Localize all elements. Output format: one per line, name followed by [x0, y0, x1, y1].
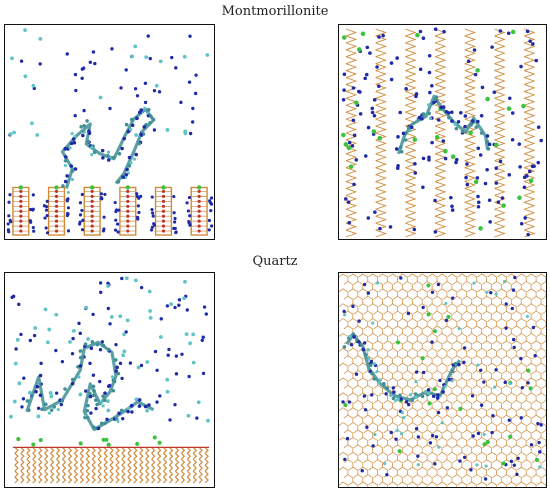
montmorillonite-side-view-panel — [4, 24, 215, 240]
quartz-top-view-image — [339, 273, 546, 487]
quartz-side-view-image — [9, 276, 210, 484]
quartz-side-view-panel — [4, 272, 215, 488]
montmorillonite-top-view-image — [341, 27, 543, 238]
montmorillonite-side-view-image — [6, 28, 214, 236]
quartz-top-view-panel — [338, 272, 547, 488]
quartz-title: Quartz — [252, 254, 298, 269]
montmorillonite-top-view-panel — [338, 24, 547, 240]
montmorillonite-title: Montmorillonite — [221, 4, 329, 19]
